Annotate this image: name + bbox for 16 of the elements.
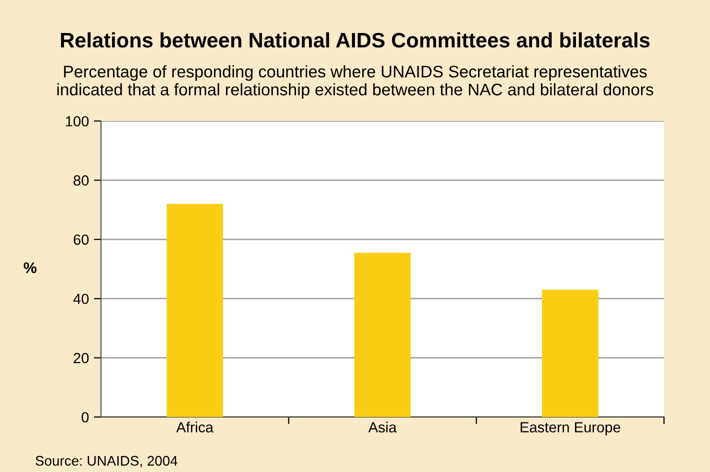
y-tick-label: 40: [73, 294, 89, 304]
bar: [166, 204, 223, 417]
x-tick-label: Eastern Europe: [520, 422, 620, 436]
y-tick-label: 60: [74, 234, 89, 245]
y-tick-label: 20: [74, 352, 89, 364]
y-tick-label: 0: [82, 412, 89, 422]
x-tick-label: Asia: [368, 422, 397, 432]
y-axis-title: %: [24, 262, 37, 274]
chart-subtitle: Percentage of responding countries where UNAIDS Secretariat representatives indicated that a formal relationship existed between the NAC and bilateral donors: [57, 65, 654, 99]
y-tick-label: 100: [66, 116, 89, 126]
source-note: Source: UNAIDS, 2004: [36, 456, 178, 468]
bar: [354, 252, 411, 417]
bar: [542, 290, 598, 417]
chart-title: Relations between National AIDS Committees and bilaterals: [61, 32, 650, 48]
y-tick-label: 80: [74, 175, 89, 186]
x-tick-label: Africa: [176, 422, 214, 432]
